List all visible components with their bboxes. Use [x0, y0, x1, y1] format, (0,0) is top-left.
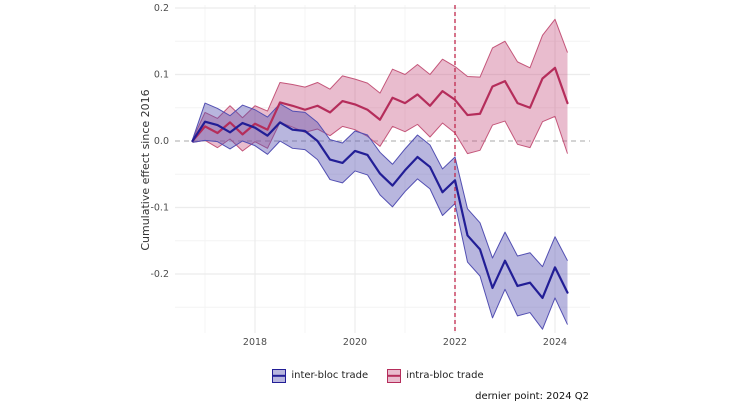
ribbon-lower-edge	[192, 115, 568, 155]
ribbon-lower-edge	[192, 139, 568, 330]
caption: dernier point: 2024 Q2	[475, 391, 589, 402]
y-tick-label: -0.1	[150, 203, 169, 214]
series-lines	[191, 66, 569, 300]
ribbon-intra-bloc-trade	[192, 19, 568, 154]
gridlines-major	[175, 5, 590, 333]
ribbon-upper-edge	[192, 102, 568, 268]
y-tick-label: -0.2	[150, 269, 169, 280]
y-axis-title: Cumulative effect since 2016	[139, 89, 152, 250]
y-tick-label: 0.1	[154, 70, 169, 81]
y-tick-label: 0.2	[154, 3, 169, 14]
y-tick-label: 0.0	[154, 136, 169, 147]
ribbon-inter-bloc-trade	[192, 103, 568, 330]
x-tick-label: 2020	[343, 337, 367, 348]
line-intra-bloc-trade	[191, 66, 569, 143]
line-inter-bloc-trade	[191, 120, 569, 300]
x-tick-label: 2018	[243, 337, 267, 348]
confidence-ribbons	[192, 18, 568, 330]
x-tick-label: 2022	[443, 337, 467, 348]
gridlines-minor	[175, 5, 590, 333]
ribbon-upper-edge	[192, 18, 568, 140]
x-tick-label: 2024	[543, 337, 567, 348]
